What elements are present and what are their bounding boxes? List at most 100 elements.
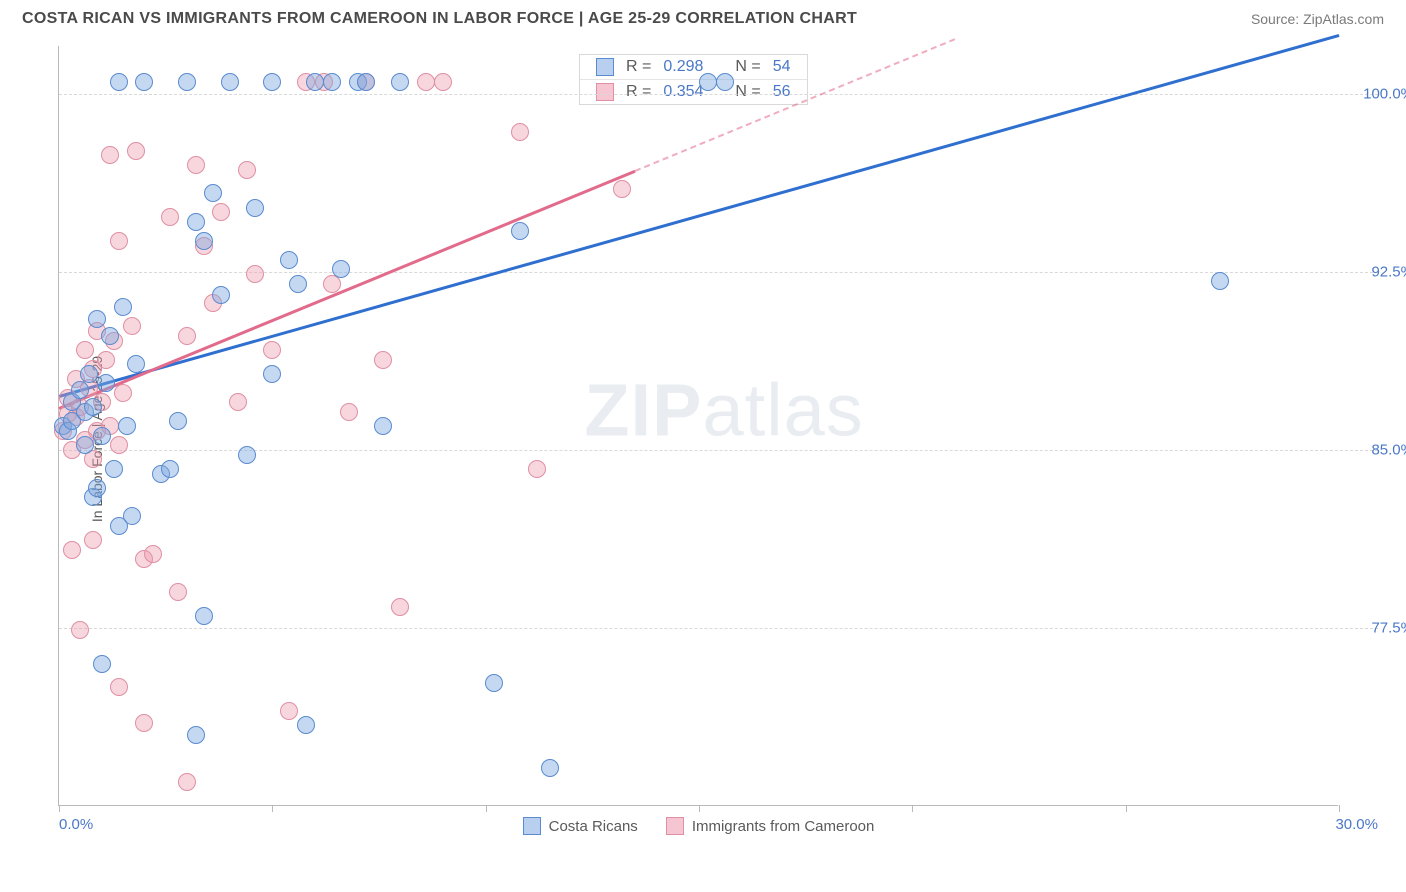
data-point-blue bbox=[187, 213, 205, 231]
data-point-pink bbox=[528, 460, 546, 478]
watermark: ZIPatlas bbox=[584, 368, 863, 453]
data-point-pink bbox=[97, 351, 115, 369]
chart-area: In Labor Force | Age 25-29 ZIPatlas R = … bbox=[46, 46, 1388, 832]
data-point-blue bbox=[97, 374, 115, 392]
data-point-blue bbox=[485, 674, 503, 692]
swatch-pink-icon bbox=[596, 83, 614, 101]
data-point-pink bbox=[417, 73, 435, 91]
data-point-blue bbox=[135, 73, 153, 91]
data-point-pink bbox=[110, 232, 128, 250]
data-point-pink bbox=[246, 265, 264, 283]
gridline bbox=[59, 450, 1378, 451]
data-point-blue bbox=[391, 73, 409, 91]
data-point-blue bbox=[93, 655, 111, 673]
data-point-blue bbox=[374, 417, 392, 435]
data-point-blue bbox=[127, 355, 145, 373]
swatch-blue-icon bbox=[596, 58, 614, 76]
data-point-blue bbox=[195, 232, 213, 250]
data-point-pink bbox=[161, 208, 179, 226]
x-tick bbox=[699, 805, 700, 812]
data-point-blue bbox=[101, 327, 119, 345]
data-point-pink bbox=[613, 180, 631, 198]
data-point-blue bbox=[71, 381, 89, 399]
data-point-blue bbox=[323, 73, 341, 91]
y-tick-label: 85.0% bbox=[1371, 441, 1406, 458]
trend-line bbox=[58, 170, 635, 410]
data-point-blue bbox=[161, 460, 179, 478]
data-point-blue bbox=[178, 73, 196, 91]
x-tick bbox=[1126, 805, 1127, 812]
data-point-pink bbox=[135, 714, 153, 732]
data-point-blue bbox=[280, 251, 298, 269]
data-point-blue bbox=[88, 479, 106, 497]
data-point-pink bbox=[101, 146, 119, 164]
series-legend: Costa Ricans Immigrants from Cameroon bbox=[59, 817, 1338, 835]
data-point-pink bbox=[340, 403, 358, 421]
correlation-legend: R = 0.298 N = 54 R = 0.354 N = 56 bbox=[579, 54, 808, 105]
data-point-blue bbox=[357, 73, 375, 91]
data-point-blue bbox=[306, 73, 324, 91]
data-point-blue bbox=[716, 73, 734, 91]
chart-title: COSTA RICAN VS IMMIGRANTS FROM CAMEROON … bbox=[22, 10, 857, 28]
data-point-pink bbox=[63, 541, 81, 559]
data-point-blue bbox=[123, 507, 141, 525]
data-point-pink bbox=[127, 142, 145, 160]
data-point-pink bbox=[280, 702, 298, 720]
data-point-blue bbox=[263, 365, 281, 383]
gridline bbox=[59, 628, 1378, 629]
x-axis-max-label: 30.0% bbox=[1335, 816, 1378, 833]
data-point-blue bbox=[93, 427, 111, 445]
data-point-blue bbox=[332, 260, 350, 278]
data-point-pink bbox=[511, 123, 529, 141]
legend-item-blue: Costa Ricans bbox=[523, 817, 638, 835]
data-point-blue bbox=[114, 298, 132, 316]
data-point-pink bbox=[187, 156, 205, 174]
data-point-blue bbox=[1211, 272, 1229, 290]
data-point-blue bbox=[263, 73, 281, 91]
data-point-pink bbox=[169, 583, 187, 601]
data-point-pink bbox=[110, 678, 128, 696]
legend-item-pink: Immigrants from Cameroon bbox=[666, 817, 875, 835]
data-point-pink bbox=[71, 621, 89, 639]
gridline bbox=[59, 94, 1378, 95]
data-point-blue bbox=[541, 759, 559, 777]
data-point-pink bbox=[212, 203, 230, 221]
data-point-pink bbox=[123, 317, 141, 335]
data-point-blue bbox=[187, 726, 205, 744]
data-point-pink bbox=[178, 773, 196, 791]
legend-row-blue: R = 0.298 N = 54 bbox=[580, 55, 807, 80]
data-point-blue bbox=[297, 716, 315, 734]
x-tick bbox=[1339, 805, 1340, 812]
data-point-blue bbox=[105, 460, 123, 478]
data-point-blue bbox=[289, 275, 307, 293]
data-point-blue bbox=[118, 417, 136, 435]
x-tick bbox=[272, 805, 273, 812]
data-point-blue bbox=[169, 412, 187, 430]
data-point-pink bbox=[238, 161, 256, 179]
plot-region: ZIPatlas R = 0.298 N = 54 R = 0.354 N = … bbox=[58, 46, 1338, 806]
data-point-pink bbox=[76, 341, 94, 359]
data-point-pink bbox=[84, 531, 102, 549]
legend-row-pink: R = 0.354 N = 56 bbox=[580, 80, 807, 104]
x-tick bbox=[486, 805, 487, 812]
data-point-blue bbox=[80, 365, 98, 383]
data-point-blue bbox=[195, 607, 213, 625]
chart-source: Source: ZipAtlas.com bbox=[1251, 11, 1384, 27]
data-point-blue bbox=[84, 398, 102, 416]
x-tick bbox=[912, 805, 913, 812]
y-tick-label: 100.0% bbox=[1363, 85, 1406, 102]
data-point-pink bbox=[374, 351, 392, 369]
data-point-pink bbox=[263, 341, 281, 359]
y-tick-label: 92.5% bbox=[1371, 263, 1406, 280]
data-point-blue bbox=[699, 73, 717, 91]
data-point-pink bbox=[114, 384, 132, 402]
data-point-pink bbox=[110, 436, 128, 454]
data-point-blue bbox=[212, 286, 230, 304]
data-point-pink bbox=[144, 545, 162, 563]
data-point-blue bbox=[204, 184, 222, 202]
data-point-pink bbox=[434, 73, 452, 91]
y-tick-label: 77.5% bbox=[1371, 619, 1406, 636]
data-point-blue bbox=[88, 310, 106, 328]
data-point-blue bbox=[110, 73, 128, 91]
swatch-blue-icon bbox=[523, 817, 541, 835]
